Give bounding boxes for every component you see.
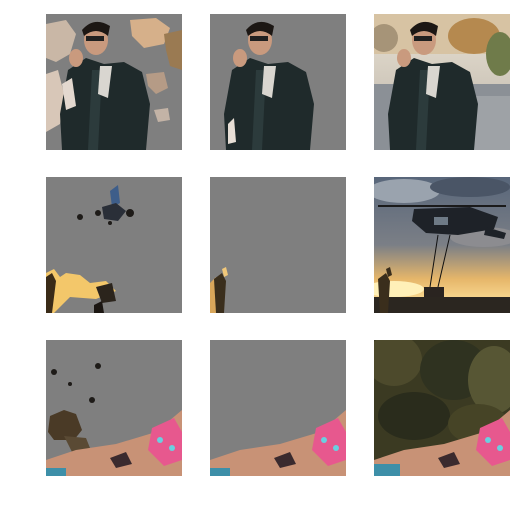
tile-man-partial-mask: [46, 14, 182, 150]
tile-pool-original: [374, 340, 510, 476]
tile-pool-subject-mask: [210, 340, 346, 476]
tile-pool-partial-mask: [46, 340, 182, 476]
tile-helicopter-original: [374, 177, 510, 313]
tile-man-original: [374, 14, 510, 150]
tile-helicopter-subject-mask: [210, 177, 346, 313]
tile-helicopter-partial-mask: [46, 177, 182, 313]
tile-man-subject-mask: [210, 14, 346, 150]
